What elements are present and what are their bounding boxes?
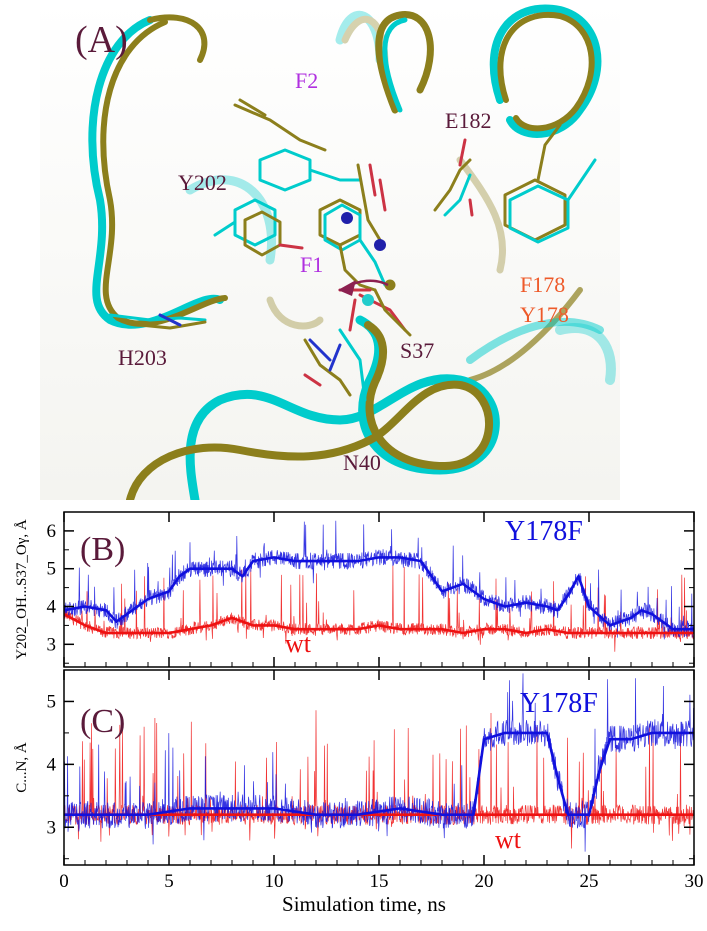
panel-label-a: (A) [75,19,128,61]
y-tick-label: 6 [47,521,57,542]
x-tick-label: 15 [370,871,389,892]
y-tick-label: 3 [47,634,57,655]
residue-label-y178: Y178 [520,302,569,327]
residue-label-f1: F1 [300,252,323,277]
panel-label: (B) [80,531,125,568]
x-tick-label: 10 [265,871,284,892]
time-series-plots: 3 4 5 6 Y202_OH...S37_Oγ, Å (B) Y178F wt 3 4 5 0 5 10… [14,511,704,916]
series-noise-wt [63,564,695,652]
residue-label-n40: N40 [343,450,381,475]
y-tick-label: 5 [47,691,57,712]
y-tick-label: 4 [47,597,57,618]
series-label-y178f: Y178F [520,688,598,719]
series-line-y178f [63,556,694,631]
chart-panel-b: 3 4 5 6 Y202_OH...S37_Oγ, Å (B) Y178F wt [14,511,695,668]
structure-illustration: (A) F2 E182 Y202 F1 F178 Y178 H203 S37 N40 [40,0,620,500]
ribbon-bottom-cyan [185,315,500,500]
residue-label-f2: F2 [295,68,318,93]
x-tick-label: 30 [685,871,704,892]
series-line-y178f [64,731,694,817]
y-axis-label: C...N, Å [14,742,30,793]
y-tick-label: 5 [47,559,57,580]
ribbon-bottom-olive [126,321,493,500]
atom-blue-1 [341,212,353,224]
y-axis-label: Y202_OH...S37_Oγ, Å [14,519,30,660]
y-tick-label: 3 [47,817,57,838]
series-noise-y178f [63,520,695,640]
panel-label: (C) [80,703,125,740]
series-line-wt [63,612,694,635]
x-tick-label: 5 [164,871,174,892]
series-label-wt: wt [285,629,312,658]
series-label-y178f: Y178F [505,516,583,547]
series-noise-y178f [63,673,695,852]
residue-label-h203: H203 [118,345,167,370]
x-axis-label: Simulation time, ns [282,892,446,916]
series-label-wt: wt [495,825,522,854]
residue-label-s37: S37 [400,338,434,363]
x-tick-label: 25 [580,871,599,892]
x-tick-label: 20 [475,871,494,892]
atom-olive [384,279,396,291]
chart-panel-c: 3 4 5 0 5 10 15 20 25 30 Simulation time, ns C...N,… [14,669,704,916]
residue-label-f178: F178 [520,272,565,297]
residue-label-e182: E182 [445,108,491,133]
y-tick-label: 4 [47,754,57,775]
atom-cyan [362,294,374,306]
residue-label-y202: Y202 [178,170,227,195]
x-tick-label: 0 [59,871,69,892]
atom-blue-2 [374,239,386,251]
